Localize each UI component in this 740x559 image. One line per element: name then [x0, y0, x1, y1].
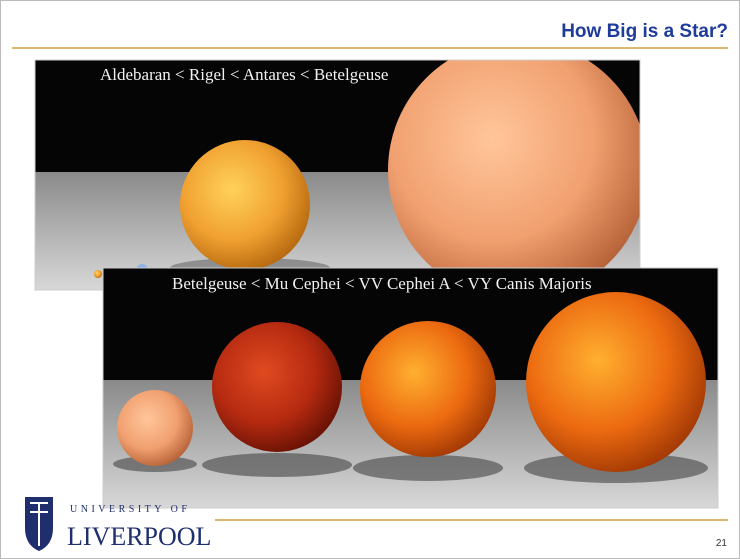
logo-line-1: UNIVERSITY OF [70, 504, 190, 515]
logo-line-2: LIVERPOOL [67, 522, 211, 551]
image-caption: Aldebaran < Rigel < Antares < Betelgeuse [100, 65, 388, 84]
slide-title: How Big is a Star? [561, 21, 728, 42]
page-number: 21 [716, 538, 728, 549]
image-caption: Betelgeuse < Mu Cephei < VV Cephei A < V… [172, 274, 592, 293]
image-1: Aldebaran < Rigel < Antares < Betelgeuse [35, 40, 648, 300]
image-2: Betelgeuse < Mu Cephei < VV Cephei A < V… [103, 268, 718, 508]
slide: How Big is a Star? Aldebaran < Rigel < A… [0, 0, 740, 559]
